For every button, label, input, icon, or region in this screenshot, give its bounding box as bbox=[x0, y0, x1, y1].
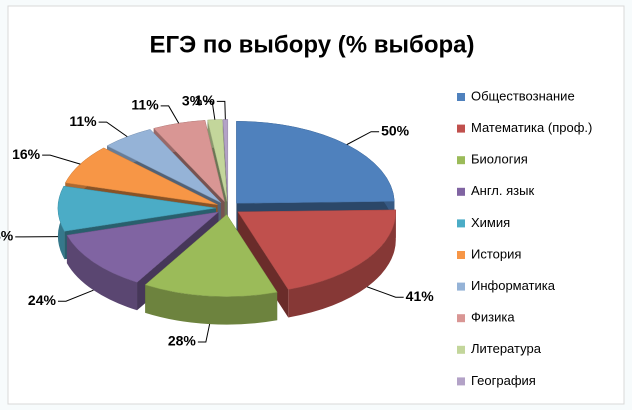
legend-label: История bbox=[471, 246, 521, 261]
legend-swatch bbox=[457, 93, 465, 101]
leader-line bbox=[42, 154, 81, 165]
slice bbox=[57, 185, 217, 232]
legend-swatch bbox=[457, 345, 465, 354]
data-label: 11% bbox=[131, 97, 159, 113]
slice bbox=[106, 129, 222, 203]
legend-swatch bbox=[457, 282, 465, 291]
leader-line bbox=[160, 105, 180, 124]
legend-label: Химия bbox=[471, 215, 510, 230]
legend-label: Информатика bbox=[471, 278, 556, 293]
slice bbox=[144, 214, 278, 297]
legend-swatch bbox=[457, 314, 465, 323]
legend-label: Биология bbox=[471, 152, 528, 167]
data-label: 50% bbox=[381, 122, 410, 138]
leader-line bbox=[216, 100, 226, 120]
leader-line bbox=[98, 121, 128, 138]
legend-swatch bbox=[457, 251, 465, 259]
legend-swatch bbox=[457, 377, 465, 386]
data-label: 1% bbox=[195, 92, 216, 108]
leader-line bbox=[197, 323, 211, 343]
data-label: 16% bbox=[12, 146, 41, 162]
data-label: 18% bbox=[0, 228, 14, 244]
slice-wall bbox=[288, 209, 396, 318]
data-label: 28% bbox=[168, 333, 197, 349]
legend-swatch bbox=[457, 124, 465, 133]
leader-line bbox=[346, 131, 380, 146]
legend-label: Обществознание bbox=[471, 88, 575, 103]
data-label: 24% bbox=[28, 292, 57, 308]
legend-label: Физика bbox=[471, 310, 515, 325]
data-label: 3% bbox=[182, 92, 203, 108]
legend: Обществознание Математика (проф.) Биология… bbox=[457, 88, 592, 388]
slice-wall bbox=[66, 235, 138, 311]
data-label: 41% bbox=[406, 288, 435, 304]
legend-swatch bbox=[457, 156, 465, 165]
slice bbox=[64, 147, 218, 205]
legend-swatch bbox=[457, 219, 465, 228]
slice bbox=[237, 209, 397, 290]
leader-line bbox=[57, 289, 94, 302]
slice bbox=[66, 211, 220, 283]
leader-line bbox=[367, 286, 404, 298]
legend-label: Математика (проф.) bbox=[471, 120, 592, 135]
slice-wall bbox=[145, 284, 278, 325]
slice bbox=[222, 119, 229, 202]
legend-label: Литература bbox=[471, 341, 542, 356]
slice bbox=[153, 120, 225, 203]
legend-label: География bbox=[471, 373, 536, 388]
legend-swatch bbox=[457, 187, 465, 196]
legend-label: Англ. язык bbox=[471, 183, 534, 198]
pie: 50% 41% 28% 24% 18% 16% 11% 11% 3%1% bbox=[0, 92, 434, 349]
chart-title: ЕГЭ по выбору (% выбора) bbox=[149, 31, 474, 58]
leader-line bbox=[204, 101, 216, 120]
data-label: 11% bbox=[69, 113, 97, 129]
